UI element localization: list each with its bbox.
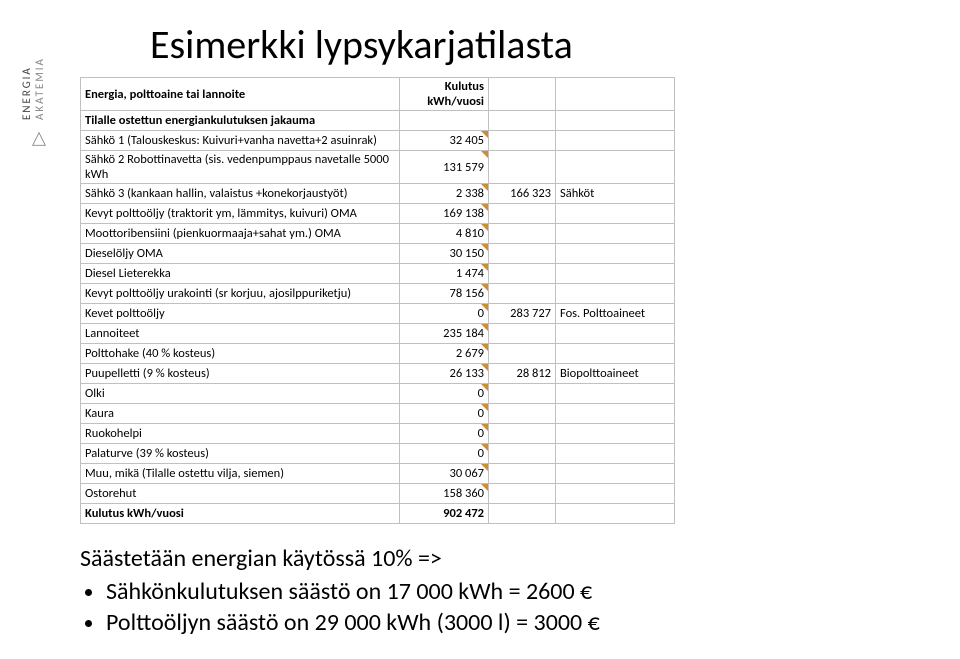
row-sum	[489, 344, 556, 364]
row-value: 235 184	[400, 324, 489, 344]
row-label: Muu, mikä (Tilalle ostettu vilja, siemen…	[81, 464, 400, 484]
row-sum: 283 727	[489, 304, 556, 324]
logo-text: ENERGIA AKATEMIA	[20, 57, 46, 120]
row-value: 78 156	[400, 284, 489, 304]
row-label: Ostorehut	[81, 484, 400, 504]
row-label: Diesel Lieterekka	[81, 264, 400, 284]
row-value: 169 138	[400, 204, 489, 224]
row-category	[556, 131, 675, 151]
row-sum	[489, 424, 556, 444]
row-category	[556, 344, 675, 364]
row-label: Kevet polttoöljy	[81, 304, 400, 324]
row-value: 0	[400, 304, 489, 324]
row-category	[556, 324, 675, 344]
row-value: 2 338	[400, 184, 489, 204]
total-label: Kulutus kWh/vuosi	[81, 504, 400, 524]
footer-text: Säästetään energian käytössä 10% => Sähk…	[80, 544, 930, 637]
page-title: Esimerkki lypsykarjatilasta	[150, 20, 930, 69]
row-category	[556, 464, 675, 484]
row-sum: 28 812	[489, 364, 556, 384]
row-category	[556, 224, 675, 244]
row-value: 26 133	[400, 364, 489, 384]
header-col2: Kulutus kWh/vuosi	[400, 78, 489, 111]
row-sum	[489, 464, 556, 484]
row-value: 0	[400, 424, 489, 444]
row-category	[556, 384, 675, 404]
header-col1: Energia, polttoaine tai lannoite	[81, 78, 400, 111]
row-sum	[489, 324, 556, 344]
row-category: Biopolttoaineet	[556, 364, 675, 384]
row-label: Kevyt polttoöljy (traktorit ym, lämmitys…	[81, 204, 400, 224]
empty-cell	[556, 111, 675, 131]
row-label: Olki	[81, 384, 400, 404]
logo-mark	[30, 130, 48, 148]
row-label: Sähkö 3 (kankaan hallin, valaistus +kone…	[81, 184, 400, 204]
row-sum	[489, 224, 556, 244]
row-sum	[489, 384, 556, 404]
row-value: 158 360	[400, 484, 489, 504]
empty-cell	[489, 504, 556, 524]
row-sum	[489, 404, 556, 424]
row-category	[556, 444, 675, 464]
row-value: 30 067	[400, 464, 489, 484]
empty-cell	[556, 78, 675, 111]
logo-line1: ENERGIA	[20, 66, 33, 120]
row-category	[556, 204, 675, 224]
footer-line1: Säästetään energian käytössä 10% =>	[80, 544, 930, 573]
row-sum	[489, 264, 556, 284]
row-label: Puupelletti (9 % kosteus)	[81, 364, 400, 384]
logo-line2: AKATEMIA	[33, 57, 46, 120]
row-label: Kaura	[81, 404, 400, 424]
empty-cell	[400, 111, 489, 131]
section-header: Tilalle ostettun energiankulutuksen jaka…	[81, 111, 400, 131]
row-sum	[489, 284, 556, 304]
row-category	[556, 284, 675, 304]
row-label: Moottoribensiini (pienkuormaaja+sahat ym…	[81, 224, 400, 244]
row-value: 4 810	[400, 224, 489, 244]
row-label: Ruokohelpi	[81, 424, 400, 444]
row-label: Kevyt polttoöljy urakointi (sr korjuu, a…	[81, 284, 400, 304]
row-value: 0	[400, 444, 489, 464]
row-sum	[489, 131, 556, 151]
row-label: Lannoiteet	[81, 324, 400, 344]
row-sum	[489, 151, 556, 184]
row-category: Sähköt	[556, 184, 675, 204]
row-label: Sähkö 2 Robottinavetta (sis. vedenpumppa…	[81, 151, 400, 184]
row-value: 32 405	[400, 131, 489, 151]
row-category: Fos. Polttoaineet	[556, 304, 675, 324]
empty-cell	[556, 504, 675, 524]
row-category	[556, 244, 675, 264]
footer-bullet-2: Polttoöljyn säästö on 29 000 kWh (3000 l…	[106, 608, 930, 637]
row-sum	[489, 484, 556, 504]
row-value: 2 679	[400, 344, 489, 364]
row-category	[556, 151, 675, 184]
row-category	[556, 264, 675, 284]
footer-bullet-1: Sähkönkulutuksen säästö on 17 000 kWh = …	[106, 577, 930, 606]
row-value: 131 579	[400, 151, 489, 184]
row-sum	[489, 204, 556, 224]
row-value: 0	[400, 404, 489, 424]
row-label: Polttohake (40 % kosteus)	[81, 344, 400, 364]
row-category	[556, 404, 675, 424]
row-sum	[489, 444, 556, 464]
empty-cell	[489, 78, 556, 111]
row-label: Sähkö 1 (Talouskeskus: Kuivuri+vanha nav…	[81, 131, 400, 151]
energy-table: Energia, polttoaine tai lannoite Kulutus…	[80, 77, 675, 524]
row-category	[556, 424, 675, 444]
row-value: 0	[400, 384, 489, 404]
row-value: 30 150	[400, 244, 489, 264]
total-value: 902 472	[400, 504, 489, 524]
row-label: Dieselöljy OMA	[81, 244, 400, 264]
row-sum	[489, 244, 556, 264]
row-category	[556, 484, 675, 504]
empty-cell	[489, 111, 556, 131]
row-label: Palaturve (39 % kosteus)	[81, 444, 400, 464]
row-sum: 166 323	[489, 184, 556, 204]
row-value: 1 474	[400, 264, 489, 284]
